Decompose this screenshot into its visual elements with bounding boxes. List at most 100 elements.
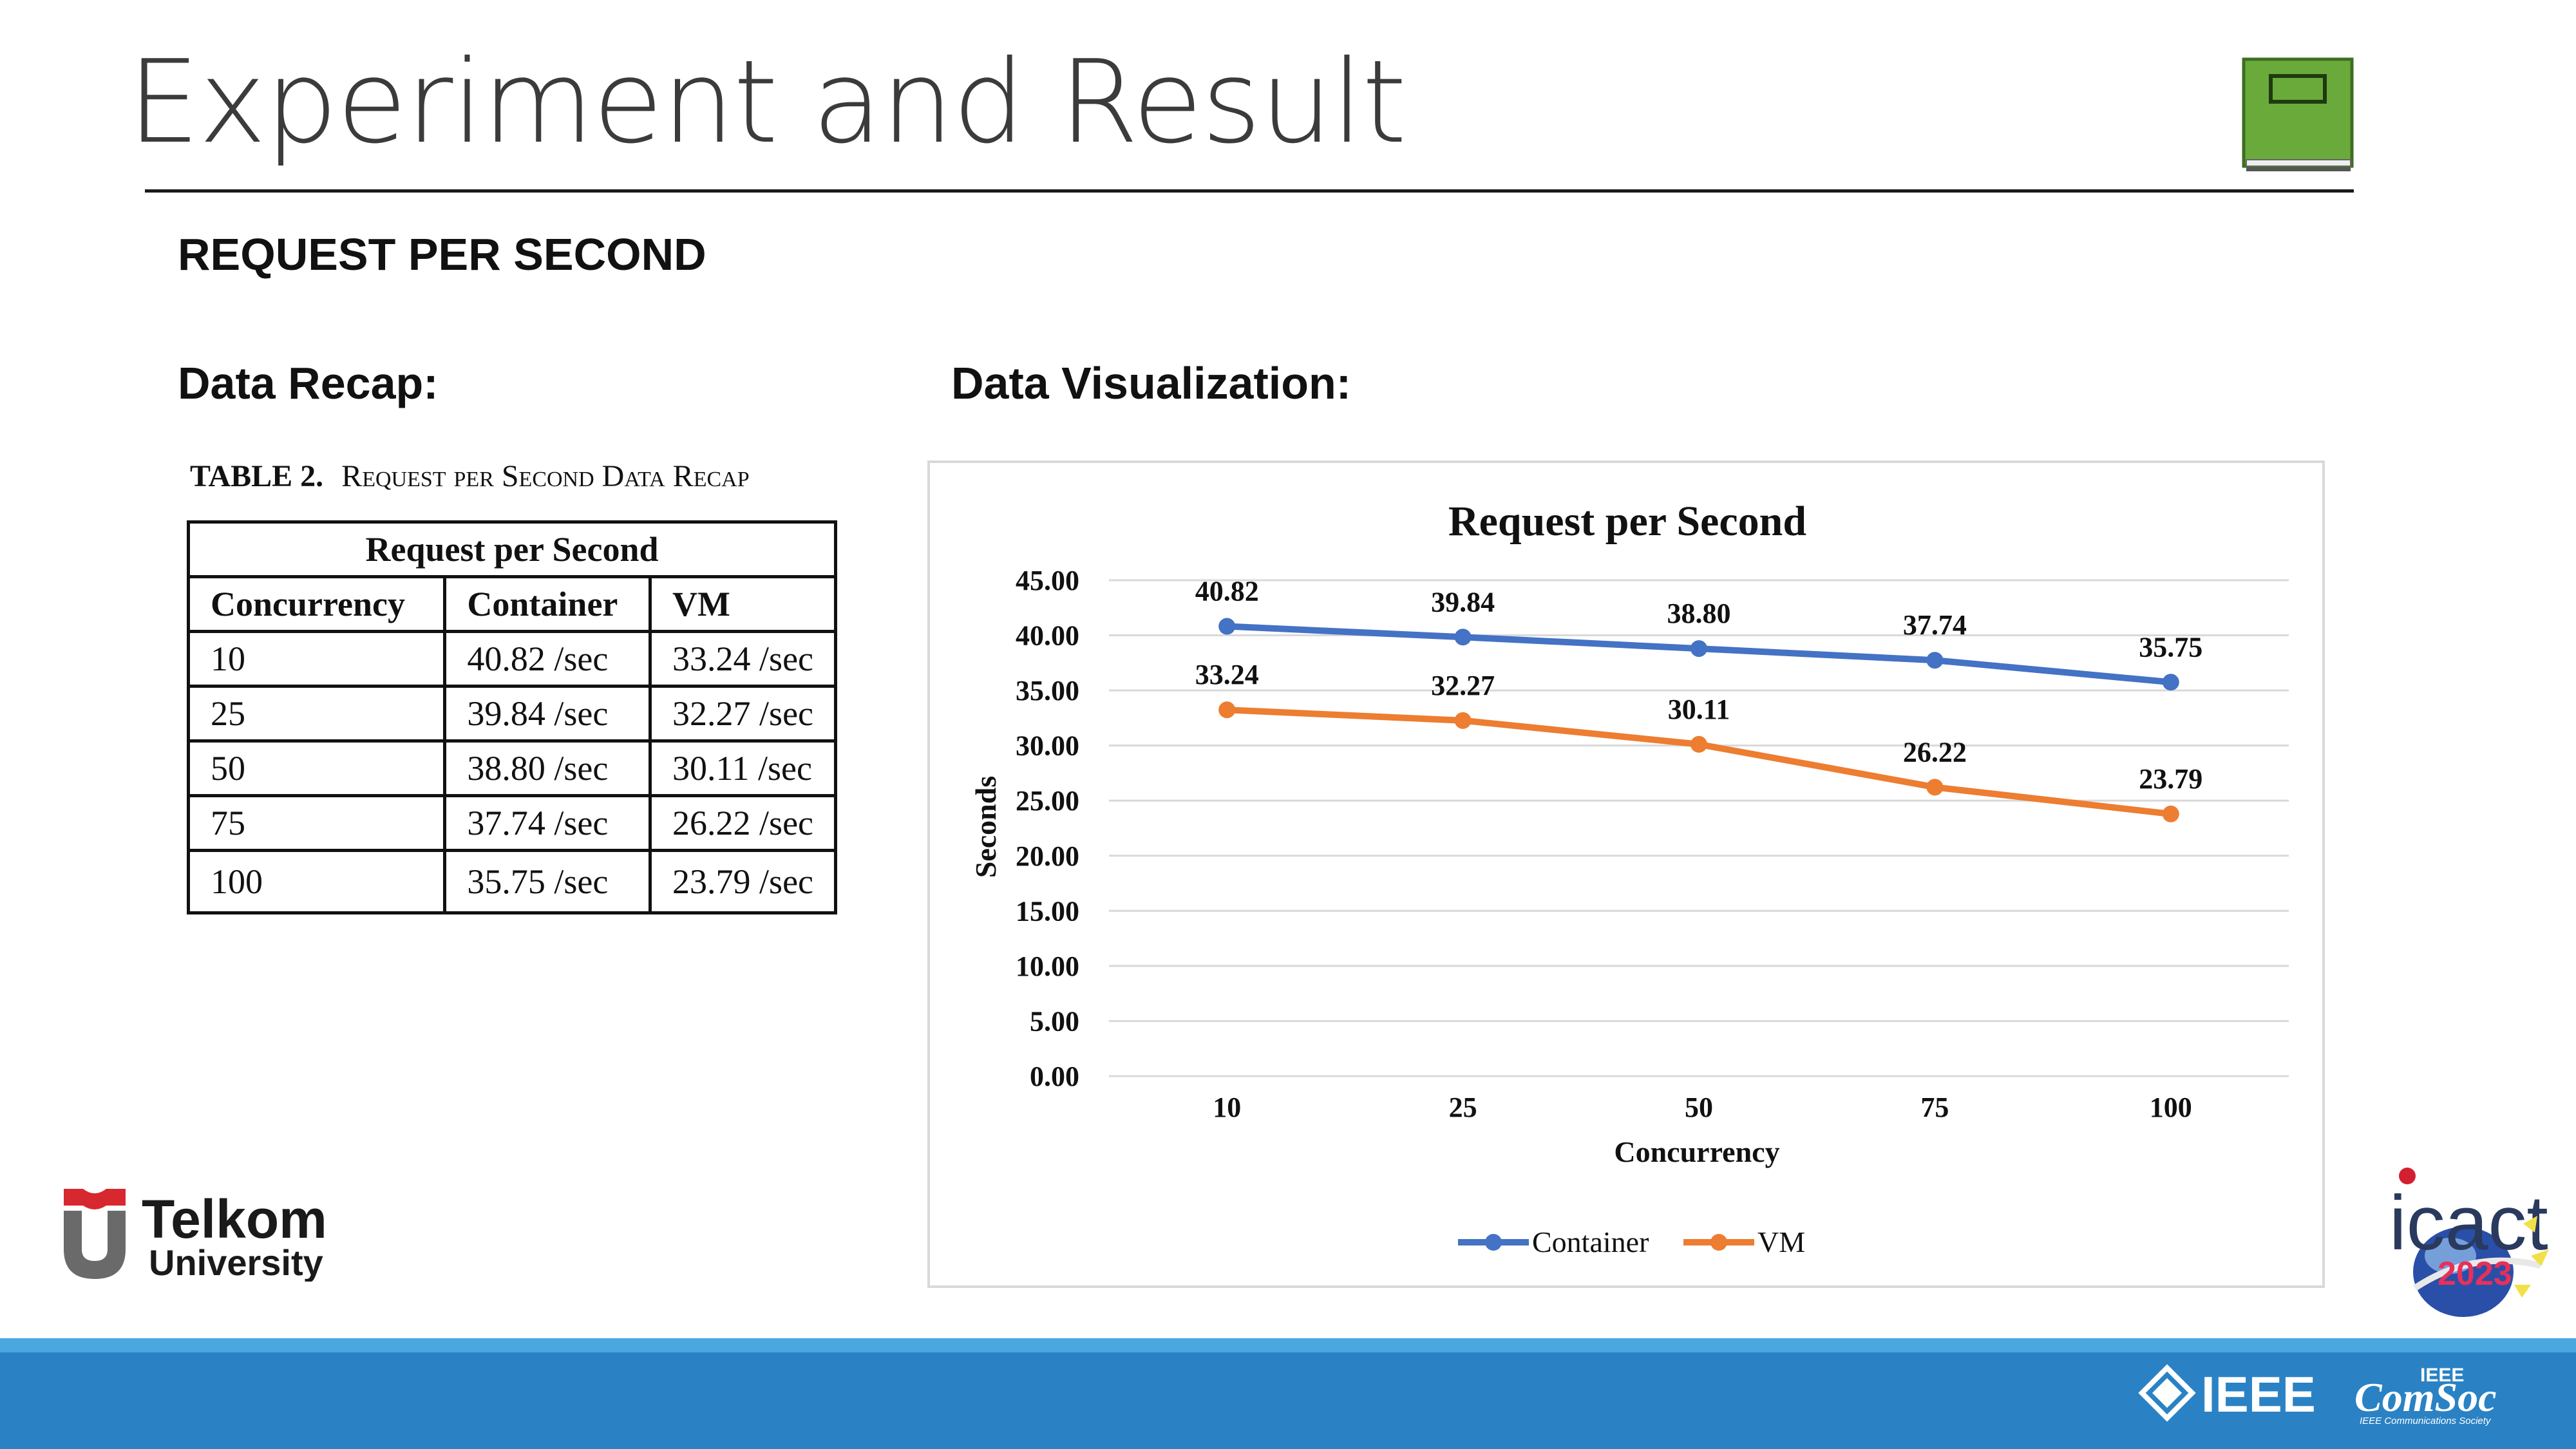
- comsoc-sub-text: IEEE Communications Society: [2360, 1416, 2492, 1426]
- ieee-logo: IEEE: [2138, 1364, 2316, 1422]
- chart-data-labels: 40.82 39.84 38.80 37.74 35.75 33.24 32.27 30.11…: [1195, 576, 2203, 795]
- data-label-vm: 32.27: [1431, 670, 1495, 701]
- table-cell: 75: [186, 794, 447, 852]
- table-cell: 50: [186, 739, 447, 797]
- chart-series-group: [1218, 618, 2179, 822]
- data-point-vm: [1218, 701, 1236, 719]
- icact-text: icact: [2389, 1180, 2548, 1266]
- line-chart: Request per Second 0.00 5.00 10.00 15.00 20.…: [969, 498, 2289, 1258]
- table-row: 25 39.84 /sec 32.27 /sec: [186, 685, 837, 743]
- legend-marker-vm: [1710, 1234, 1727, 1251]
- x-tick-label: 75: [1920, 1092, 1949, 1123]
- chart-y-axis-label: Seconds: [969, 776, 1002, 878]
- icact-year: 2023: [2438, 1255, 2512, 1293]
- x-tick-label: 100: [2150, 1092, 2192, 1123]
- data-label-container: 37.74: [1903, 609, 1967, 641]
- data-point-vm: [1926, 779, 1944, 796]
- data-point-vm: [2162, 805, 2179, 822]
- table-row: 50 38.80 /sec 30.11 /sec: [186, 739, 837, 797]
- table-group-header-row: Request per Second: [187, 520, 837, 578]
- chart-y-axis: 0.00 5.00 10.00 15.00 20.00 25.00 30.00 35.00 40…: [1016, 565, 1079, 1092]
- telkom-university-logo: Telkom University: [64, 1189, 327, 1282]
- y-tick-label: 20.00: [1016, 840, 1079, 872]
- comsoc-main-text: ComSoc: [2354, 1374, 2496, 1420]
- table-cell: 33.24 /sec: [649, 630, 837, 688]
- table-header-row: Concurrency Container VM: [186, 575, 837, 633]
- data-point-container: [1454, 629, 1472, 646]
- chart-legend: Container VM: [1458, 1226, 1805, 1258]
- chart-x-axis-label: Concurrency: [1614, 1135, 1779, 1168]
- slide-title: Experiment and Result: [128, 35, 1406, 169]
- y-tick-label: 40.00: [1016, 620, 1079, 652]
- legend-marker-container: [1485, 1234, 1502, 1251]
- table-cell: 100: [186, 849, 447, 914]
- table-header-concurrency: Concurrency: [186, 575, 447, 633]
- footer-band-highlight: [0, 1338, 2576, 1352]
- table-cell: 37.74 /sec: [443, 794, 652, 852]
- legend-label-container: Container: [1532, 1226, 1649, 1258]
- table-cell: 35.75 /sec: [443, 849, 652, 914]
- table-cell: 26.22 /sec: [649, 794, 837, 852]
- data-point-container: [1690, 640, 1707, 658]
- y-tick-label: 0.00: [1030, 1061, 1079, 1092]
- data-visualization-heading: Data Visualization:: [951, 358, 1352, 408]
- ieee-comsoc-logo: IEEE ComSoc IEEE Communications Society: [2354, 1365, 2496, 1426]
- data-label-vm: 33.24: [1195, 659, 1259, 690]
- telkom-university-text: University: [149, 1242, 323, 1282]
- data-label-vm: 23.79: [2139, 763, 2202, 795]
- table-cell: 40.82 /sec: [443, 630, 652, 688]
- table-caption-text: Request per Second Data Recap: [341, 459, 750, 493]
- data-label-container: 40.82: [1195, 576, 1259, 607]
- y-tick-label: 35.00: [1016, 675, 1079, 706]
- book-icon: [2242, 57, 2354, 171]
- table-header-container: Container: [443, 575, 652, 633]
- chart-x-axis: 10 25 50 75 100: [1213, 1092, 2192, 1123]
- y-tick-label: 45.00: [1016, 565, 1079, 596]
- table-caption: TABLE 2. Request per Second Data Recap: [190, 459, 750, 494]
- data-label-container: 35.75: [2139, 631, 2202, 663]
- data-label-vm: 30.11: [1668, 694, 1730, 725]
- table-cell: 10: [186, 630, 447, 688]
- table-cell: 38.80 /sec: [443, 739, 652, 797]
- data-recap-heading: Data Recap:: [178, 358, 439, 408]
- data-point-vm: [1690, 735, 1707, 753]
- table-cell: 32.27 /sec: [649, 685, 837, 743]
- chart-title: Request per Second: [1448, 498, 1806, 545]
- y-tick-label: 30.00: [1016, 730, 1079, 762]
- data-recap-table: Request per Second Concurrency Container…: [186, 520, 837, 914]
- y-tick-label: 15.00: [1016, 895, 1079, 927]
- ieee-text: IEEE: [2201, 1366, 2316, 1422]
- table-cell: 39.84 /sec: [443, 685, 652, 743]
- table-row: 10 40.82 /sec 33.24 /sec: [186, 630, 837, 688]
- data-label-vm: 26.22: [1903, 736, 1967, 768]
- data-point-container: [1218, 618, 1236, 635]
- table-cell: 30.11 /sec: [649, 739, 837, 797]
- icact-2023-logo: icact 2023: [2389, 1168, 2549, 1317]
- table-header-vm: VM: [649, 575, 837, 633]
- comsoc-top-text: IEEE: [2420, 1365, 2464, 1386]
- title-divider: [145, 189, 2354, 193]
- data-point-vm: [1454, 712, 1472, 729]
- telkom-name: Telkom: [142, 1189, 327, 1249]
- table-cell: 23.79 /sec: [649, 849, 837, 914]
- chart-container: Request per Second 0.00 5.00 10.00 15.00 20.…: [927, 460, 2325, 1288]
- x-tick-label: 50: [1685, 1092, 1713, 1123]
- x-tick-label: 10: [1213, 1092, 1241, 1123]
- data-label-container: 39.84: [1431, 586, 1495, 618]
- y-tick-label: 5.00: [1030, 1005, 1079, 1037]
- data-label-container: 38.80: [1667, 598, 1731, 629]
- x-tick-label: 25: [1449, 1092, 1477, 1123]
- y-tick-label: 10.00: [1016, 951, 1079, 982]
- table-row: 75 37.74 /sec 26.22 /sec: [186, 794, 837, 852]
- table-group-header: Request per Second: [187, 520, 837, 578]
- table-row: 100 35.75 /sec 23.79 /sec: [186, 849, 837, 914]
- table-caption-number: TABLE 2.: [190, 459, 324, 493]
- table-cell: 25: [186, 685, 447, 743]
- section-heading: REQUEST PER SECOND: [178, 229, 706, 279]
- series-line-vm: [1224, 706, 2174, 817]
- data-point-container: [1926, 652, 1944, 669]
- footer-band: [0, 1338, 2576, 1449]
- legend-label-vm: VM: [1757, 1226, 1805, 1258]
- y-tick-label: 25.00: [1016, 785, 1079, 817]
- data-point-container: [2162, 674, 2179, 691]
